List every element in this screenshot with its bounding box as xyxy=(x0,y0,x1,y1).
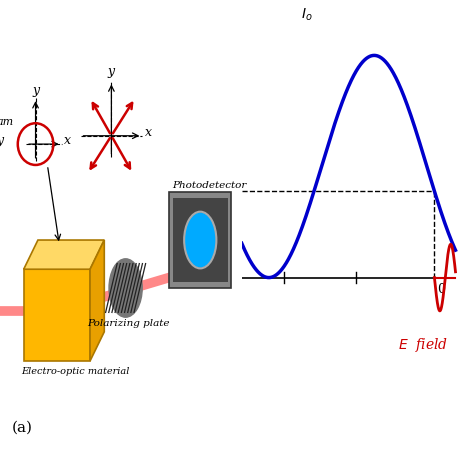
Text: Electro-optic material: Electro-optic material xyxy=(21,366,130,375)
Circle shape xyxy=(109,259,142,317)
Polygon shape xyxy=(24,240,104,269)
FancyBboxPatch shape xyxy=(173,198,228,282)
Polygon shape xyxy=(24,269,90,361)
Text: x: x xyxy=(64,134,71,147)
Text: 0: 0 xyxy=(437,283,445,296)
FancyBboxPatch shape xyxy=(170,192,231,288)
Polygon shape xyxy=(90,240,104,361)
Text: (a): (a) xyxy=(12,421,33,435)
Text: y: y xyxy=(32,84,39,97)
Text: Polarizing plate: Polarizing plate xyxy=(87,319,169,328)
Circle shape xyxy=(185,213,216,267)
Text: am: am xyxy=(0,118,14,128)
Text: $E$  field: $E$ field xyxy=(398,336,448,354)
Text: $I_o$: $I_o$ xyxy=(301,6,313,23)
Text: x: x xyxy=(145,126,152,139)
Text: y: y xyxy=(0,134,4,147)
Text: y: y xyxy=(108,65,115,78)
Text: Photodetector: Photodetector xyxy=(172,181,246,190)
